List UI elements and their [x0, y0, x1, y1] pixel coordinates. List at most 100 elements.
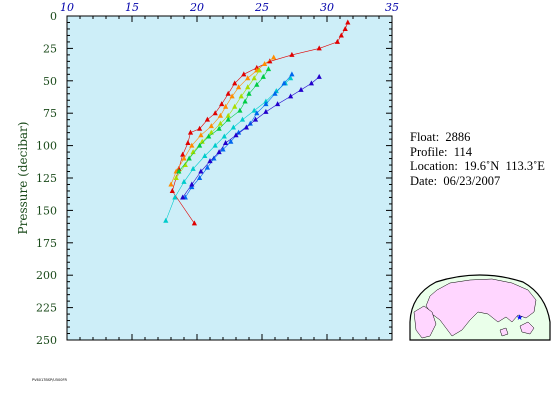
- data-point: [197, 125, 203, 131]
- data-point: [242, 98, 248, 104]
- data-point: [241, 71, 247, 77]
- data-point: [288, 93, 294, 99]
- data-point: [232, 80, 238, 86]
- data-point: [176, 168, 182, 174]
- data-point: [272, 90, 278, 96]
- data-point: [236, 129, 242, 135]
- data-point: [263, 101, 269, 107]
- data-point: [254, 64, 260, 70]
- y-tick-label: 150: [36, 204, 57, 217]
- data-point: [345, 19, 351, 25]
- data-point: [263, 108, 269, 114]
- data-point: [190, 149, 196, 155]
- data-point: [275, 101, 281, 107]
- map-land-africa: [413, 305, 437, 339]
- x-tick-labels: 10 15 20 25 30 35: [60, 1, 399, 14]
- data-point: [254, 110, 260, 116]
- data-point: [181, 155, 187, 161]
- y-tick-label: 75: [43, 107, 57, 120]
- data-point: [233, 132, 239, 138]
- float-id: Float: 2886: [410, 130, 471, 144]
- data-point: [245, 84, 251, 90]
- data-point: [206, 133, 212, 139]
- data-point: [308, 80, 314, 86]
- float-info: Float: 2886 Profile: 114 Location: 19.6˚N …: [410, 130, 545, 188]
- data-point: [288, 75, 294, 81]
- series-4: [176, 66, 272, 174]
- data-point: [316, 45, 322, 51]
- data-point: [334, 38, 340, 44]
- data-point: [239, 116, 246, 122]
- map-land: [425, 278, 537, 337]
- y-tick-label: 125: [36, 172, 57, 185]
- data-point: [208, 123, 214, 129]
- y-tick-label: 100: [36, 140, 57, 153]
- data-point: [236, 84, 242, 90]
- plot-frame: [66, 15, 393, 341]
- world-map: ★: [409, 274, 551, 341]
- data-point: [212, 142, 218, 148]
- data-point: [228, 138, 234, 144]
- data-point: [223, 103, 229, 109]
- data-point: [189, 181, 195, 187]
- data-point: [221, 133, 227, 139]
- date: Date: 06/23/2007: [410, 173, 501, 188]
- data-point: [251, 107, 257, 113]
- data-point: [342, 25, 348, 31]
- data-point: [189, 184, 195, 190]
- data-point: [238, 93, 244, 99]
- data-point: [243, 124, 249, 130]
- x-tick-label: 30: [320, 1, 334, 14]
- float-location-marker: ★: [516, 313, 523, 322]
- series-line: [175, 70, 260, 179]
- x-tick-label: 20: [189, 1, 204, 14]
- data-point: [169, 187, 175, 193]
- data-point: [198, 168, 204, 174]
- data-point: [251, 75, 257, 81]
- data-point: [271, 54, 277, 60]
- data-point: [204, 164, 210, 170]
- plot-background: [67, 16, 392, 340]
- data-point: [316, 73, 322, 79]
- data-point: [163, 217, 169, 223]
- data-point: [256, 67, 262, 73]
- data-point: [220, 146, 226, 152]
- y-tick-labels: 0 25 50 75 100 125 150 175 200 225 250: [36, 10, 57, 347]
- data-point: [232, 103, 238, 109]
- profile-number: Profile: 114: [410, 144, 473, 159]
- data-point: [185, 140, 191, 146]
- data-point: [202, 152, 208, 158]
- series-1: [169, 19, 351, 226]
- data-point: [180, 194, 186, 200]
- data-point: [260, 73, 266, 79]
- data-point: [298, 86, 304, 92]
- map-land-islands: [499, 321, 535, 337]
- data-point: [223, 140, 229, 146]
- x-tick-label: 15: [125, 1, 139, 14]
- data-point: [180, 151, 186, 157]
- data-point: [216, 125, 222, 131]
- data-point: [338, 32, 344, 38]
- data-point: [181, 178, 187, 184]
- data-point: [216, 149, 222, 155]
- x-tick-label: 35: [385, 1, 399, 14]
- data-point: [187, 129, 194, 135]
- data-point: [281, 80, 287, 86]
- data-point: [267, 58, 273, 64]
- data-point: [254, 81, 260, 87]
- x-tick-label: 25: [254, 1, 269, 14]
- y-tick-label: 0: [50, 10, 57, 23]
- data-point: [217, 112, 223, 118]
- data-point: [262, 60, 268, 66]
- data-point: [252, 116, 259, 122]
- data-point: [198, 132, 204, 138]
- footer-code: PV6017BSP/U500FR: [32, 378, 67, 382]
- data-point: [197, 142, 203, 148]
- data-point: [189, 142, 195, 148]
- data-point: [173, 175, 179, 180]
- data-point: [245, 75, 251, 81]
- data-point: [217, 120, 223, 126]
- y-tick-label: 225: [36, 302, 57, 315]
- data-point: [207, 158, 213, 164]
